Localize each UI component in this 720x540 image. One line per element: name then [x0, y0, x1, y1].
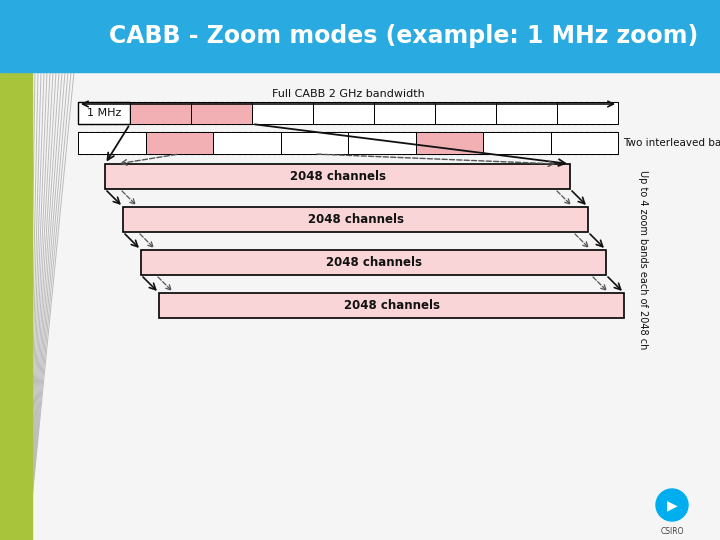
- Bar: [415, 132, 483, 154]
- Bar: [374, 102, 435, 124]
- Bar: [32, 72, 720, 540]
- Bar: [123, 207, 588, 232]
- Bar: [105, 164, 570, 189]
- Bar: [78, 102, 130, 124]
- Text: 1 MHz: 1 MHz: [87, 108, 121, 118]
- Text: Full CABB 2 GHz bandwidth: Full CABB 2 GHz bandwidth: [271, 89, 424, 99]
- Bar: [348, 132, 415, 154]
- Bar: [281, 132, 348, 154]
- Text: Two interleaved bands: Two interleaved bands: [623, 138, 720, 148]
- Text: Up to 4 zoom bands each of 2048 ch: Up to 4 zoom bands each of 2048 ch: [638, 170, 648, 350]
- Text: ▶: ▶: [667, 498, 678, 512]
- Bar: [191, 102, 252, 124]
- Bar: [145, 132, 213, 154]
- Bar: [557, 102, 618, 124]
- Bar: [78, 132, 145, 154]
- Bar: [130, 102, 191, 124]
- Circle shape: [656, 489, 688, 521]
- Text: 2048 channels: 2048 channels: [289, 170, 385, 183]
- Bar: [483, 132, 551, 154]
- Text: 2048 channels: 2048 channels: [325, 256, 421, 269]
- Bar: [496, 102, 557, 124]
- Bar: [435, 102, 496, 124]
- Text: 2048 channels: 2048 channels: [343, 299, 439, 312]
- Bar: [141, 250, 606, 275]
- Bar: [0, 0, 720, 72]
- Text: CABB - Zoom modes (example: 1 MHz zoom): CABB - Zoom modes (example: 1 MHz zoom): [109, 24, 698, 48]
- Bar: [313, 102, 374, 124]
- Bar: [0, 72, 32, 540]
- Text: 2048 channels: 2048 channels: [307, 213, 403, 226]
- Bar: [159, 293, 624, 318]
- Bar: [551, 132, 618, 154]
- Bar: [252, 102, 313, 124]
- Text: CSIRO: CSIRO: [660, 527, 684, 536]
- Bar: [213, 132, 281, 154]
